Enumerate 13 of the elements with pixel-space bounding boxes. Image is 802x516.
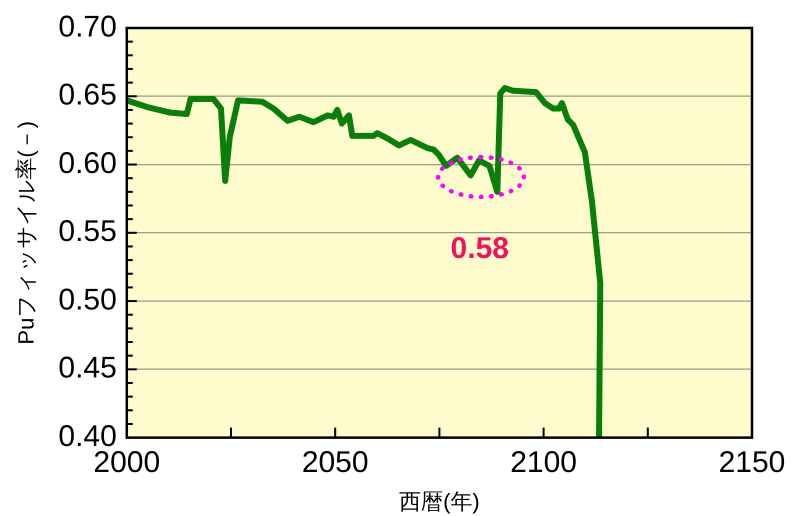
x-tick-label: 2100: [510, 446, 577, 479]
y-tick-label: 0.70: [58, 10, 117, 44]
y-tick-label: 0.55: [58, 215, 117, 248]
y-tick-label: 0.65: [58, 78, 117, 112]
x-axis-title: 西暦(年): [399, 488, 480, 514]
y-tick-label: 0.45: [58, 352, 117, 385]
y-axis-title: Puフィッサイル率(－): [13, 121, 38, 345]
y-tick-label: 0.60: [58, 146, 117, 180]
x-tick-label: 2150: [718, 446, 786, 479]
x-tick-label: 2000: [93, 446, 160, 479]
x-tick-label: 2050: [302, 446, 369, 479]
y-tick-label: 0.50: [58, 283, 117, 316]
annotation: 0.58: [450, 232, 509, 266]
